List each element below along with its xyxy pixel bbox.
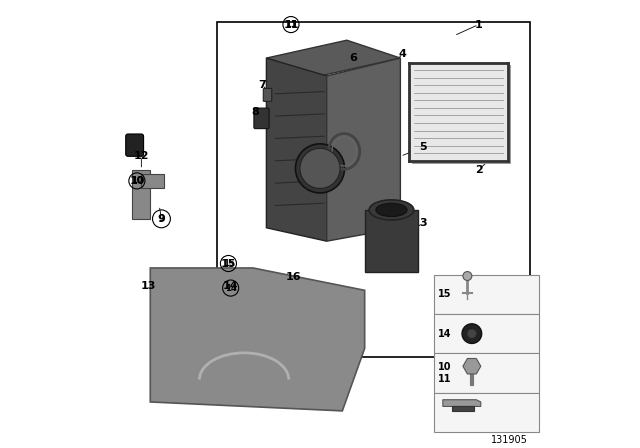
- Ellipse shape: [376, 203, 407, 217]
- Text: 16: 16: [285, 272, 301, 282]
- Circle shape: [300, 148, 340, 189]
- Text: 11: 11: [284, 20, 299, 30]
- Text: 8: 8: [252, 107, 259, 116]
- Bar: [365, 210, 419, 272]
- Bar: [434, 314, 539, 353]
- Text: 15: 15: [221, 258, 236, 268]
- Text: 13: 13: [140, 281, 156, 291]
- Text: 14: 14: [438, 329, 452, 339]
- Bar: [434, 275, 539, 314]
- Text: 7: 7: [258, 80, 266, 90]
- Circle shape: [463, 271, 472, 280]
- Text: 131905: 131905: [491, 435, 528, 445]
- Text: 1: 1: [475, 20, 483, 30]
- Text: 15: 15: [223, 259, 234, 268]
- FancyBboxPatch shape: [125, 134, 143, 156]
- Bar: [132, 170, 150, 219]
- Bar: [434, 392, 539, 432]
- Bar: [434, 353, 539, 392]
- Text: 15: 15: [438, 289, 452, 299]
- Text: 2: 2: [475, 165, 483, 175]
- Polygon shape: [266, 40, 401, 76]
- FancyBboxPatch shape: [254, 108, 269, 129]
- Text: 10: 10: [131, 177, 143, 185]
- Text: 14: 14: [223, 281, 239, 291]
- FancyBboxPatch shape: [263, 88, 272, 101]
- Circle shape: [462, 324, 482, 344]
- Text: 10
11: 10 11: [438, 362, 452, 384]
- Polygon shape: [266, 58, 326, 241]
- Bar: [217, 22, 530, 358]
- Bar: [410, 63, 508, 161]
- Text: 12: 12: [134, 151, 149, 161]
- Circle shape: [296, 144, 344, 193]
- Text: 9: 9: [159, 214, 164, 224]
- Polygon shape: [326, 58, 401, 241]
- Circle shape: [467, 329, 476, 338]
- Bar: [412, 65, 510, 163]
- Text: 3: 3: [419, 218, 426, 228]
- Text: 5: 5: [419, 142, 426, 152]
- Polygon shape: [150, 268, 365, 411]
- Polygon shape: [443, 400, 481, 406]
- Polygon shape: [452, 406, 474, 411]
- Text: 9: 9: [157, 214, 165, 224]
- Ellipse shape: [369, 200, 414, 220]
- Polygon shape: [463, 358, 481, 374]
- Text: 10: 10: [129, 176, 145, 186]
- Bar: [141, 174, 164, 188]
- Text: 4: 4: [399, 48, 406, 59]
- Text: 11: 11: [285, 20, 297, 29]
- Text: 6: 6: [349, 53, 357, 63]
- Text: 14: 14: [225, 284, 237, 293]
